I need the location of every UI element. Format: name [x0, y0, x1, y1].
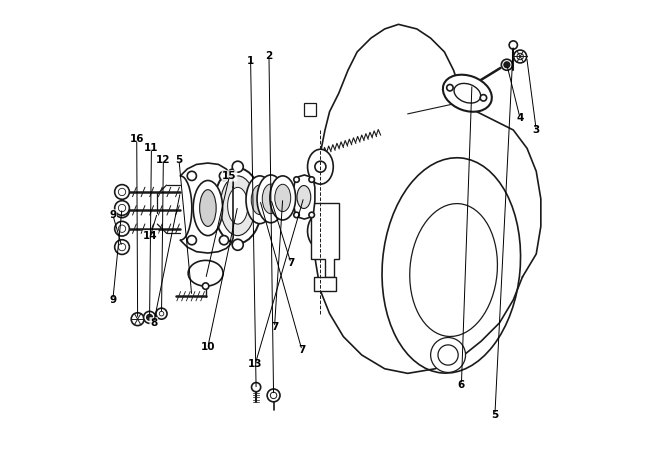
Circle shape	[294, 212, 299, 218]
Text: 15: 15	[222, 171, 237, 181]
Circle shape	[147, 315, 152, 320]
Circle shape	[501, 59, 512, 70]
Ellipse shape	[227, 188, 248, 224]
Circle shape	[509, 41, 517, 49]
Circle shape	[438, 345, 458, 365]
Circle shape	[232, 239, 243, 250]
Circle shape	[156, 308, 167, 319]
Text: 7: 7	[287, 258, 294, 268]
Circle shape	[131, 313, 144, 326]
Circle shape	[144, 311, 155, 323]
Text: 7: 7	[271, 322, 278, 333]
Text: 3: 3	[532, 125, 540, 135]
Polygon shape	[311, 203, 339, 277]
Circle shape	[309, 177, 315, 182]
Text: 13: 13	[248, 359, 263, 369]
Circle shape	[514, 50, 526, 63]
Circle shape	[187, 236, 196, 245]
Circle shape	[309, 212, 315, 218]
Text: 6: 6	[458, 380, 465, 390]
Text: 12: 12	[156, 155, 170, 165]
Text: 4: 4	[517, 114, 524, 123]
Ellipse shape	[297, 186, 311, 208]
Circle shape	[504, 62, 510, 67]
Ellipse shape	[214, 168, 262, 243]
Circle shape	[118, 204, 125, 212]
Circle shape	[232, 161, 243, 172]
Circle shape	[114, 240, 129, 255]
Circle shape	[220, 171, 229, 181]
Circle shape	[270, 392, 277, 399]
Text: 10: 10	[201, 342, 215, 352]
Text: 5: 5	[491, 410, 499, 419]
Circle shape	[447, 85, 453, 91]
FancyBboxPatch shape	[304, 103, 316, 116]
Circle shape	[118, 225, 125, 232]
Circle shape	[202, 283, 209, 289]
Ellipse shape	[220, 176, 255, 236]
Ellipse shape	[188, 261, 223, 286]
Ellipse shape	[275, 184, 291, 212]
Circle shape	[114, 185, 129, 199]
Circle shape	[315, 225, 326, 237]
Circle shape	[430, 338, 465, 372]
Text: 16: 16	[129, 134, 144, 144]
Ellipse shape	[246, 176, 274, 224]
Ellipse shape	[193, 181, 222, 236]
Circle shape	[480, 95, 487, 101]
Text: 14: 14	[143, 231, 158, 241]
Text: 7: 7	[298, 346, 306, 355]
Ellipse shape	[252, 185, 268, 214]
Ellipse shape	[200, 190, 216, 226]
Circle shape	[220, 236, 229, 245]
Ellipse shape	[454, 84, 481, 103]
Ellipse shape	[307, 149, 333, 184]
Circle shape	[294, 177, 299, 182]
Ellipse shape	[270, 176, 296, 220]
Circle shape	[118, 243, 125, 251]
Circle shape	[159, 311, 164, 316]
Circle shape	[267, 389, 280, 402]
Circle shape	[118, 207, 125, 214]
Ellipse shape	[382, 158, 521, 373]
Polygon shape	[293, 175, 315, 219]
Polygon shape	[313, 277, 337, 291]
Circle shape	[252, 383, 261, 392]
Circle shape	[114, 203, 129, 218]
Text: 9: 9	[109, 210, 116, 220]
Ellipse shape	[257, 175, 285, 223]
Text: 2: 2	[265, 51, 272, 61]
Text: 11: 11	[144, 143, 159, 153]
Ellipse shape	[307, 213, 333, 249]
Text: 8: 8	[150, 318, 157, 328]
Circle shape	[315, 161, 326, 172]
Text: 1: 1	[247, 56, 254, 66]
Circle shape	[114, 201, 129, 215]
Circle shape	[118, 188, 125, 195]
Circle shape	[517, 53, 523, 60]
Circle shape	[187, 171, 196, 181]
Circle shape	[114, 221, 129, 236]
Ellipse shape	[262, 184, 279, 213]
Text: 5: 5	[176, 155, 183, 165]
Text: 9: 9	[109, 295, 116, 305]
Ellipse shape	[443, 75, 492, 112]
Ellipse shape	[410, 204, 497, 336]
